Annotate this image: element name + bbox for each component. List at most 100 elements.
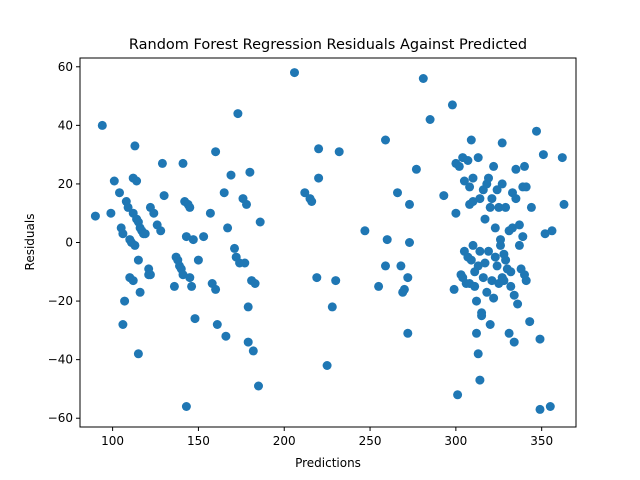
data-point [199,232,209,242]
data-point [118,320,128,329]
data-point [475,194,485,204]
data-point [477,311,487,321]
data-point [255,217,265,227]
data-point [300,188,310,198]
data-point [405,199,414,209]
data-point [314,144,324,154]
data-point [382,235,392,245]
data-point [506,281,516,291]
data-point [130,240,140,250]
data-point [447,100,457,110]
data-point [240,258,250,268]
data-point [334,147,344,157]
data-point [480,258,490,268]
data-point [453,390,463,400]
data-point [243,302,253,312]
y-tick-label: 20 [58,177,73,191]
x-tick-label: 250 [359,434,382,448]
data-point [374,281,384,291]
data-point [118,229,128,239]
data-point [463,156,473,165]
data-point [489,161,499,171]
data-point [466,135,476,145]
y-axis-label: Residuals [23,214,37,271]
data-point [472,328,481,338]
data-point [185,202,195,212]
data-point [485,202,495,212]
data-point [156,226,166,236]
data-point [133,349,143,359]
data-point [314,173,324,183]
data-point [226,170,236,180]
data-point [492,261,502,271]
data-point [221,331,231,341]
data-point [233,109,243,119]
data-point [451,208,461,218]
data-point [212,320,222,329]
data-point [128,276,138,286]
data-point [490,252,500,262]
data-point [312,273,322,283]
data-point [504,328,514,338]
data-point [525,317,535,327]
data-point [484,173,493,183]
data-point [219,188,229,198]
data-point [472,296,481,306]
data-point [475,246,485,256]
data-point [468,173,478,183]
data-point [473,153,483,163]
data-point [511,194,521,204]
data-point [482,287,492,297]
data-point [459,176,469,186]
data-point [223,223,233,233]
data-point [501,255,511,265]
data-point [514,220,524,230]
x-tick-label: 100 [101,434,124,448]
data-point [559,199,569,209]
data-point [473,349,483,359]
data-point [418,74,428,83]
data-point [465,182,475,192]
data-point [135,287,145,297]
data-point [159,191,169,201]
data-point [535,404,545,414]
data-point [511,164,521,174]
data-point [185,273,195,283]
y-tick-label: 60 [58,60,73,74]
x-tick-label: 350 [530,434,553,448]
data-point [381,135,390,145]
data-point [506,267,516,277]
data-point [140,229,150,239]
data-point [245,167,255,177]
data-point [487,194,497,204]
data-point [521,182,531,192]
data-point [480,214,490,224]
data-point [509,290,519,300]
data-point [178,270,188,280]
data-point [130,141,140,151]
data-point [290,68,299,78]
data-point [211,147,221,157]
data-point [470,281,480,291]
data-point [468,240,478,250]
x-tick-label: 200 [273,434,296,448]
y-tick-label: −60 [48,411,73,425]
data-point [501,202,511,212]
data-point [230,243,239,253]
data-point [535,334,545,344]
data-point [514,240,524,250]
data-point [242,199,251,209]
data-point [489,293,499,303]
data-point [487,276,497,286]
data-point [526,202,536,212]
data-point [169,281,179,291]
data-point [449,284,459,294]
y-tick-label: −40 [48,353,73,367]
data-point [499,276,509,286]
data-point [254,381,263,391]
data-point [331,276,341,286]
data-point [120,296,130,306]
data-point [178,158,188,168]
data-point [494,202,504,212]
